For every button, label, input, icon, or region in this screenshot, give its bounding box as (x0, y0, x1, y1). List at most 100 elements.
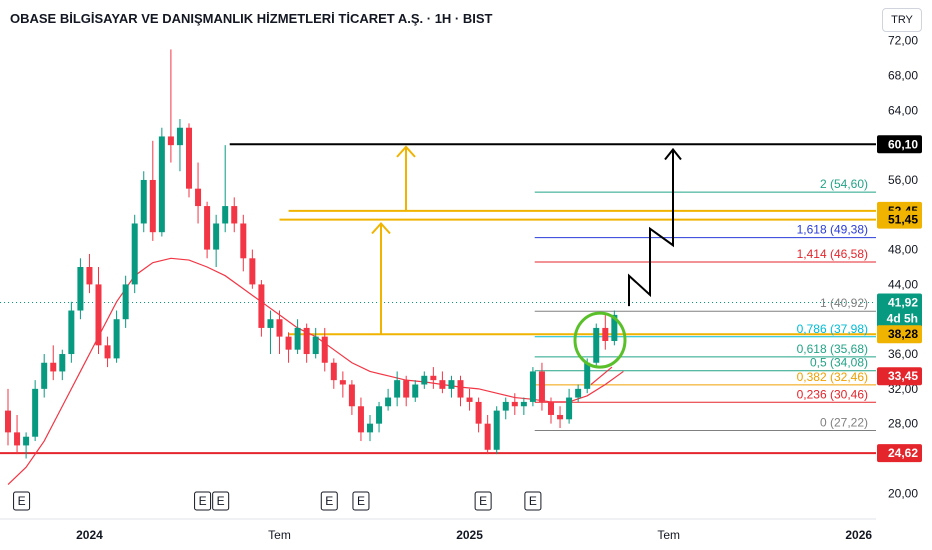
candle-body (421, 375, 428, 385)
candle-40 (367, 414, 373, 442)
earnings-marker-label: E (199, 494, 207, 508)
earnings-marker-box (212, 491, 230, 511)
y-tick-label-10: 20,00 (888, 486, 918, 500)
candle-13 (122, 275, 129, 328)
x-tick-label-1: Tem (268, 528, 291, 542)
candle-body (321, 336, 328, 363)
ma-extension (590, 366, 613, 385)
candle-body (394, 380, 401, 398)
earnings-marker-5[interactable]: E (474, 491, 492, 511)
candle-body (258, 284, 265, 328)
earnings-marker-6[interactable]: E (524, 491, 542, 511)
candle-59 (538, 362, 545, 411)
candle-body (285, 336, 292, 350)
y-tick-label-9: 28,00 (888, 417, 918, 431)
earnings-marker-2[interactable]: E (212, 491, 230, 511)
candle-58 (529, 367, 536, 407)
candle-body (186, 127, 192, 189)
fib-level-label-9: 0 (27,22) (820, 415, 868, 429)
candle-28 (258, 280, 265, 337)
price-badge-3: 41,92 4d 5h (877, 293, 922, 328)
candle-24 (222, 145, 229, 233)
y-tick-label-4: 48,00 (888, 243, 918, 257)
candle-50 (457, 375, 464, 407)
earnings-marker-0[interactable]: E (13, 491, 31, 511)
arrow-head (396, 145, 416, 158)
candle-body (475, 401, 482, 424)
currency-button[interactable]: TRY (882, 8, 922, 32)
price-badge-label: 33,45 (888, 369, 918, 383)
fib-level-label-4: 0,786 (37,98) (797, 322, 868, 336)
price-badge-bg (877, 135, 922, 154)
fib-level-label-8: 0,236 (30,46) (797, 387, 868, 401)
earnings-marker-box (13, 491, 31, 511)
candle-8 (77, 258, 84, 320)
price-badge-label: 41,92 (888, 296, 918, 310)
candle-65 (593, 323, 600, 368)
earnings-marker-label: E (357, 494, 365, 508)
candle-body (303, 327, 310, 355)
candle-body (484, 423, 491, 450)
candle-17 (158, 127, 165, 237)
earnings-marker-4[interactable]: E (352, 491, 370, 511)
candle-35 (321, 327, 328, 372)
candle-9 (86, 253, 93, 294)
candle-66 (602, 314, 609, 350)
earnings-marker-label: E (479, 494, 487, 508)
candle-body (231, 206, 238, 224)
candle-body (86, 267, 93, 285)
candle-body (122, 284, 129, 320)
price-badge-bg (877, 444, 922, 463)
candle-body (312, 336, 319, 355)
fib-level-label-0: 2 (54,60) (820, 177, 868, 191)
candle-29 (267, 310, 274, 355)
candle-10 (95, 267, 102, 355)
price-badge-6: 24,62 (877, 444, 922, 463)
fib-level-label-6: 0,5 (34,08) (810, 356, 868, 370)
y-tick-label-2: 64,00 (888, 103, 918, 117)
candle-57 (520, 397, 527, 415)
candle-20 (186, 123, 192, 198)
candle-body (412, 384, 419, 398)
candle-33 (303, 323, 310, 363)
price-badge-countdown: 4d 5h (887, 312, 918, 326)
candle-body (14, 432, 21, 446)
candle-47 (430, 367, 437, 389)
candle-body (502, 401, 509, 411)
candle-61 (557, 406, 564, 429)
candle-body (575, 388, 582, 398)
candle-body (566, 397, 573, 420)
candle-body (267, 319, 274, 328)
candle-49 (448, 375, 455, 398)
candle-63 (575, 384, 582, 402)
candle-body (176, 127, 183, 146)
price-badge-label: 24,62 (888, 446, 918, 460)
projection-arrow-upper (396, 145, 416, 211)
candle-body (222, 206, 229, 224)
candle-44 (403, 375, 410, 407)
candle-41 (376, 401, 383, 433)
candle-48 (439, 371, 446, 394)
candle-body (548, 401, 554, 415)
x-tick-label-4: 2026 (845, 528, 872, 542)
candle-27 (249, 249, 256, 289)
candle-body (249, 258, 256, 285)
candle-body (5, 410, 11, 433)
candle-body (59, 354, 66, 372)
fib-level-label-1: 1,618 (49,38) (797, 223, 868, 237)
candle-5 (50, 345, 57, 381)
price-badge-bg (877, 325, 922, 344)
candle-body (511, 401, 518, 407)
candle-body (584, 362, 591, 389)
candle-body (529, 371, 536, 402)
earnings-marker-label: E (217, 494, 225, 508)
candle-body (457, 380, 464, 398)
x-tick-label-2: 2025 (456, 528, 483, 542)
candle-3 (32, 380, 39, 442)
earnings-marker-box (524, 491, 542, 511)
earnings-marker-1[interactable]: E (194, 491, 212, 511)
y-tick-label-5: 44,00 (888, 277, 918, 291)
candle-body (204, 206, 211, 250)
earnings-marker-3[interactable]: E (320, 491, 338, 511)
